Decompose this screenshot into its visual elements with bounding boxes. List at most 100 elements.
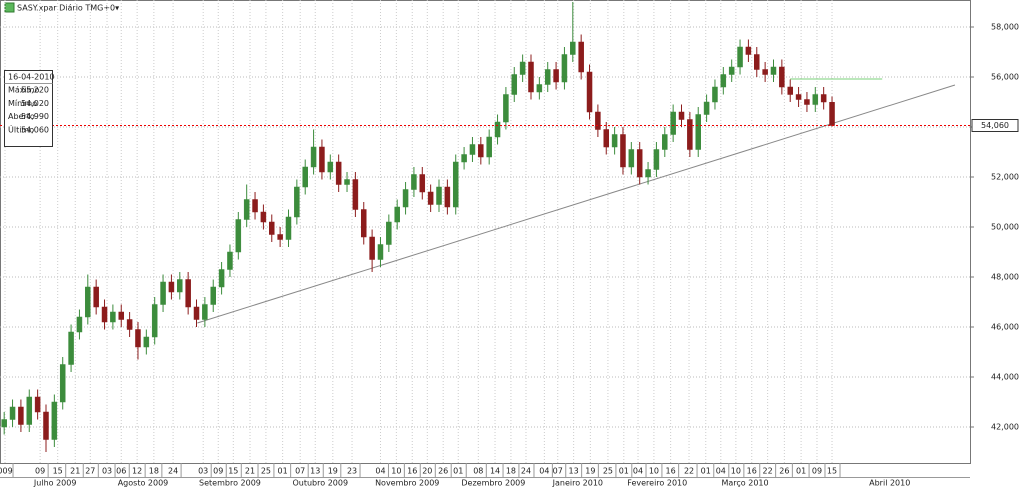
candle-body <box>68 331 74 365</box>
y-tick-label: 46,000 <box>991 323 1019 332</box>
candle-body <box>143 336 150 348</box>
candle-body <box>662 134 668 150</box>
candle-body <box>762 69 768 75</box>
candle-body <box>302 166 308 188</box>
candle-body <box>101 306 108 323</box>
candle-body <box>829 102 835 126</box>
month-label: Fevereiro 2010 <box>627 479 687 488</box>
x-tick-label: 01 <box>701 467 711 476</box>
candle-body <box>218 269 225 288</box>
x-tick-label: 07 <box>295 467 305 476</box>
candle-body <box>720 74 727 88</box>
x-tick-label: 16 <box>666 467 676 476</box>
x-tick-label: 01 <box>796 467 806 476</box>
y-tick-label: 52,000 <box>991 173 1019 182</box>
candle-body <box>745 46 752 55</box>
y-tick-label: 56,000 <box>991 73 1019 82</box>
x-tick-label: 13 <box>310 467 320 476</box>
x-tick-label: 21 <box>70 467 80 476</box>
x-tick-label: 07 <box>553 467 563 476</box>
candle-body <box>728 66 735 75</box>
candle-body <box>327 161 334 173</box>
candle-body <box>419 174 426 193</box>
month-label: Julho 2009 <box>33 479 77 488</box>
candle-body <box>703 101 710 115</box>
candles: 54,060 <box>0 2 1019 452</box>
candle-body <box>687 119 693 150</box>
x-tick-label: 22 <box>684 467 694 476</box>
candle-body <box>469 144 476 155</box>
x-tick-label: 25 <box>261 467 271 476</box>
info-value: 54,990 <box>21 112 49 121</box>
candle-body <box>461 154 467 163</box>
x-tick-label: 10 <box>731 467 741 476</box>
candle-body <box>85 286 91 318</box>
candle-body <box>411 174 417 190</box>
x-tick-label: 18 <box>149 467 159 476</box>
candle-body <box>653 149 660 170</box>
month-label: Outubro 2009 <box>292 479 348 488</box>
candle-body <box>478 144 484 158</box>
x-tick-label: 01 <box>453 467 463 476</box>
x-tick-label: 15 <box>827 467 837 476</box>
x-tick-label: 16 <box>407 467 417 476</box>
info-label: Mínimo <box>8 99 37 108</box>
x-tick-label: 19 <box>585 467 595 476</box>
candle-body <box>812 94 819 105</box>
candle-body <box>620 134 626 168</box>
info-label: Aberto <box>8 112 35 121</box>
candle-body <box>394 206 400 223</box>
x-tick-label: 04 <box>375 467 385 476</box>
candle-body <box>177 279 183 293</box>
x-tick-label: 16 <box>747 467 757 476</box>
chart-title[interactable]: SASY.xpar Diário TMG+0▾ <box>17 4 119 13</box>
x-tick-label: 26 <box>779 467 789 476</box>
symbol-icon[interactable] <box>4 2 15 13</box>
x-tick-label: 26 <box>438 467 448 476</box>
candle-body <box>770 66 777 75</box>
y-tick-label: 44,000 <box>991 373 1019 382</box>
x-tick-label: 21 <box>245 467 255 476</box>
candle-body <box>18 406 24 425</box>
x-tick-label: 27 <box>85 467 95 476</box>
candle-body <box>269 221 275 235</box>
x-tick-label: 10 <box>649 467 659 476</box>
candle-body <box>319 146 325 173</box>
candle-body <box>678 111 685 120</box>
candle-body <box>570 41 576 55</box>
candle-body <box>578 41 584 73</box>
x-tick-label: 04 <box>633 467 643 476</box>
x-tick-label: 19 <box>328 467 338 476</box>
y-tick-label: 42,000 <box>991 423 1019 432</box>
candle-body <box>352 179 359 210</box>
x-tick-label: 06 <box>116 467 126 476</box>
y-tick-label: 50,000 <box>991 223 1019 232</box>
candle-body <box>804 99 810 105</box>
x-tick-label: 08 <box>473 467 483 476</box>
candle-body <box>59 364 66 403</box>
candle-body <box>135 329 141 348</box>
x-tick-label: 24 <box>168 467 178 476</box>
candle-body <box>260 211 267 223</box>
candle-body <box>779 66 785 88</box>
candle-body <box>360 209 367 238</box>
candle-body <box>294 186 300 218</box>
candle-body <box>795 94 802 100</box>
candle-body <box>185 279 191 308</box>
x-tick-label: 03 <box>198 467 208 476</box>
info-value: 54,020 <box>21 99 49 108</box>
candle-body <box>26 396 33 425</box>
x-tick-label: 09 <box>213 467 223 476</box>
x-tick-label: 24 <box>521 467 531 476</box>
trendline <box>197 84 956 324</box>
candle-body <box>335 161 342 185</box>
candle-body <box>344 179 350 185</box>
candle-body <box>76 316 83 333</box>
candle-body <box>519 61 526 75</box>
candle-body <box>595 111 601 130</box>
x-tick-label: 01 <box>278 467 288 476</box>
candle-body <box>511 74 518 95</box>
last-price-box <box>971 119 1019 132</box>
candle-body <box>695 114 701 150</box>
last-price-label: 54,060 <box>981 121 1009 130</box>
